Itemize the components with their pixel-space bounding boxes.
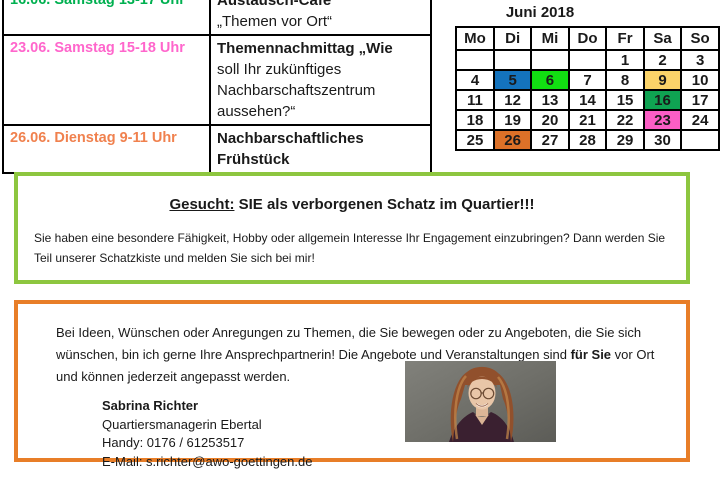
calendar-day-cell: 9 bbox=[642, 69, 683, 91]
contact-role: Quartiersmanagerin Ebertal bbox=[102, 416, 262, 432]
event-row: 26.06. Dienstag 9-11 Uhr Nachbarschaftlic… bbox=[2, 124, 432, 174]
event-description-line: Austausch-Café bbox=[217, 0, 332, 9]
calendar-day-cell: 13 bbox=[530, 89, 570, 111]
calendar-day-cell: 23 bbox=[642, 109, 683, 131]
calendar-week-row: 11 12 13 14 15 16 17 bbox=[455, 89, 720, 111]
calendar-day-cell: 6 bbox=[530, 69, 570, 91]
calendar-day-cell: 28 bbox=[567, 129, 608, 151]
gesucht-title: Gesucht: SIE als verborgenen Schatz im Q… bbox=[18, 196, 686, 213]
contact-intro: Bei Ideen, Wünschen oder Anregungen zu T… bbox=[56, 322, 656, 388]
calendar-day-cell: 26 bbox=[492, 129, 533, 151]
calendar-day-cell: 12 bbox=[492, 89, 533, 111]
event-description-line: Frühstück bbox=[217, 151, 290, 168]
calendar-week-row: 18 19 20 21 22 23 24 bbox=[455, 109, 720, 131]
event-date: 23.06. Samstag 15-18 Uhr bbox=[2, 34, 211, 126]
calendar-empty-cell bbox=[492, 49, 533, 71]
calendar-day-cell: 21 bbox=[567, 109, 608, 131]
calendar-week-row: 25 26 27 28 29 30 bbox=[455, 129, 720, 151]
calendar-day-header: Mo bbox=[455, 26, 495, 51]
calendar-day-cell: 4 bbox=[455, 69, 495, 91]
calendar-day-header: Di bbox=[492, 26, 533, 51]
calendar-day-header: Fr bbox=[605, 26, 645, 51]
contact-details: Sabrina Richter Quartiersmanagerin Ebert… bbox=[102, 397, 686, 471]
calendar-day-cell: 11 bbox=[455, 89, 495, 111]
calendar-day-cell: 27 bbox=[530, 129, 570, 151]
event-description-line: Nachbarschaftliches bbox=[217, 130, 364, 147]
calendar-day-cell: 8 bbox=[605, 69, 645, 91]
event-description-line: Nachbarschaftszentrum bbox=[217, 82, 376, 99]
gesucht-body: Sie haben eine besondere Fähigkeit, Hobb… bbox=[34, 231, 666, 265]
calendar-header-row: Mo Di Mi Do Fr Sa So bbox=[455, 26, 720, 51]
calendar-day-header: So bbox=[680, 26, 720, 51]
calendar-day-cell: 19 bbox=[492, 109, 533, 131]
calendar-day-cell: 2 bbox=[642, 49, 683, 71]
calendar-title: Juni 2018 bbox=[505, 4, 575, 21]
contact-email: E-Mail: s.richter@awo-goettingen.de bbox=[102, 453, 313, 469]
gesucht-title-rest: SIE als verborgenen Schatz im Quartier!!… bbox=[234, 196, 535, 213]
event-description: Nachbarschaftliches Frühstück bbox=[209, 124, 432, 174]
calendar-day-cell: 18 bbox=[455, 109, 495, 131]
calendar-day-cell: 20 bbox=[530, 109, 570, 131]
contact-intro-bold: für Sie bbox=[570, 347, 612, 362]
calendar-day-cell: 22 bbox=[605, 109, 645, 131]
calendar-day-cell: 14 bbox=[567, 89, 608, 111]
event-description-line: „Themen vor Ort“ bbox=[217, 13, 333, 30]
calendar-day-header: Mi bbox=[530, 26, 570, 51]
contact-phone: Handy: 0176 / 61253517 bbox=[102, 435, 245, 450]
calendar-week-row: 4 5 6 7 8 9 10 bbox=[455, 69, 720, 91]
calendar-day-cell: 25 bbox=[455, 129, 495, 151]
calendar-day-cell: 30 bbox=[642, 129, 683, 151]
contact-intro-part1: Bei Ideen, Wünschen oder Anregungen zu T… bbox=[56, 325, 642, 362]
event-date: 16.06. Samstag 13-17 Uhr bbox=[2, 0, 211, 36]
gesucht-box: Gesucht: SIE als verborgenen Schatz im Q… bbox=[14, 172, 690, 284]
calendar-day-header: Sa bbox=[642, 26, 683, 51]
portrait-photo-art bbox=[405, 361, 556, 442]
calendar-day-header: Do bbox=[567, 26, 608, 51]
event-description-line: Themennachmittag „Wie bbox=[217, 40, 393, 57]
event-row: 16.06. Samstag 13-17 Uhr Austausch-Café „T… bbox=[2, 0, 432, 36]
calendar-day-cell: 5 bbox=[492, 69, 533, 91]
calendar-body: 1 2 3 4 5 6 7 8 9 10 11 12 13 14 15 16 17 18 19 20 21 22 23 24 2… bbox=[455, 49, 720, 151]
calendar-day-cell: 10 bbox=[680, 69, 720, 91]
calendar-day-cell: 3 bbox=[680, 49, 720, 71]
event-description: Austausch-Café „Themen vor Ort“ bbox=[209, 0, 432, 36]
calendar-day-cell: 15 bbox=[605, 89, 645, 111]
event-description-line: aussehen?“ bbox=[217, 103, 296, 120]
event-date: 26.06. Dienstag 9-11 Uhr bbox=[2, 124, 211, 174]
events-table-body: 16.06. Samstag 13-17 Uhr Austausch-Café „T… bbox=[2, 0, 432, 174]
portrait-photo bbox=[405, 361, 556, 442]
contact-name: Sabrina Richter bbox=[102, 398, 199, 413]
calendar-day-cell: 24 bbox=[680, 109, 720, 131]
calendar-day-cell: 16 bbox=[642, 89, 683, 111]
calendar-day-cell: 1 bbox=[605, 49, 645, 71]
calendar-empty-cell bbox=[680, 129, 720, 151]
contact-box: Bei Ideen, Wünschen oder Anregungen zu T… bbox=[14, 300, 690, 469]
calendar-table: Mo Di Mi Do Fr Sa So 1 2 3 4 5 6 7 8 9 10 11 12 13 14 15 16 17… bbox=[455, 26, 720, 151]
event-description: Themennachmittag „Wie soll Ihr zukünftige… bbox=[209, 34, 432, 126]
event-description-line: soll Ihr zukünftiges bbox=[217, 61, 342, 78]
calendar: Juni 2018 Mo Di Mi Do Fr Sa So 1 2 3 4 5 6 7 8 9 10 11 12… bbox=[455, 2, 720, 151]
calendar-empty-cell bbox=[455, 49, 495, 71]
calendar-day-cell: 29 bbox=[605, 129, 645, 151]
calendar-empty-cell bbox=[530, 49, 570, 71]
contact-intro-part2: vor Ort und können jederzeit angepasst w… bbox=[56, 347, 655, 384]
calendar-day-cell: 17 bbox=[680, 89, 720, 111]
events-table: 16.06. Samstag 13-17 Uhr Austausch-Café „T… bbox=[2, 0, 432, 174]
calendar-empty-cell bbox=[567, 49, 608, 71]
calendar-day-cell: 7 bbox=[567, 69, 608, 91]
event-row: 23.06. Samstag 15-18 Uhr Themennachmittag… bbox=[2, 34, 432, 126]
gesucht-title-underlined: Gesucht: bbox=[169, 196, 235, 213]
